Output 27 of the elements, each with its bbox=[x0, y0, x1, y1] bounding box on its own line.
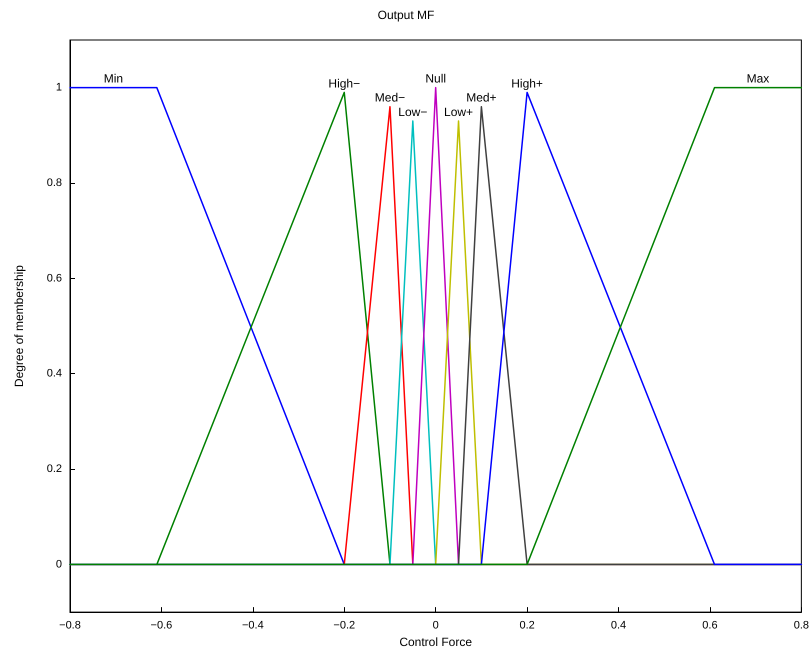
series-label: Max bbox=[746, 72, 770, 86]
y-tick-label: 1 bbox=[56, 82, 62, 94]
y-axis-title: Degree of membership bbox=[12, 264, 26, 388]
series-label: Med+ bbox=[466, 90, 497, 105]
x-tick-label: −0.8 bbox=[59, 620, 81, 632]
x-tick-label: 0.4 bbox=[610, 620, 626, 632]
y-tick-label: 0.2 bbox=[46, 463, 62, 476]
y-tick-label: 0 bbox=[56, 558, 62, 570]
series-label: Low− bbox=[398, 105, 428, 120]
x-tick-label: 0.8 bbox=[794, 620, 810, 632]
x-tick-label: −0.6 bbox=[150, 620, 172, 632]
y-tick-label: 0.6 bbox=[46, 272, 62, 284]
x-axis-title: Control Force bbox=[399, 635, 472, 649]
x-tick-label: 0.6 bbox=[702, 620, 718, 632]
x-tick-label: −0.4 bbox=[242, 620, 264, 632]
series-label: Low+ bbox=[444, 105, 474, 120]
y-tick-label: 0.8 bbox=[46, 177, 62, 190]
chart-title: Output MF bbox=[378, 8, 434, 22]
x-tick-label: 0.2 bbox=[519, 620, 535, 632]
y-tick-label: 0.4 bbox=[46, 368, 62, 380]
series-label: Min bbox=[104, 72, 124, 86]
x-tick-label: 0 bbox=[432, 620, 439, 632]
x-tick-label: −0.2 bbox=[333, 620, 356, 632]
series-label: Null bbox=[425, 72, 446, 86]
series-label: High+ bbox=[511, 76, 543, 90]
series-label: Med− bbox=[374, 90, 406, 105]
series-label: High− bbox=[328, 76, 360, 90]
